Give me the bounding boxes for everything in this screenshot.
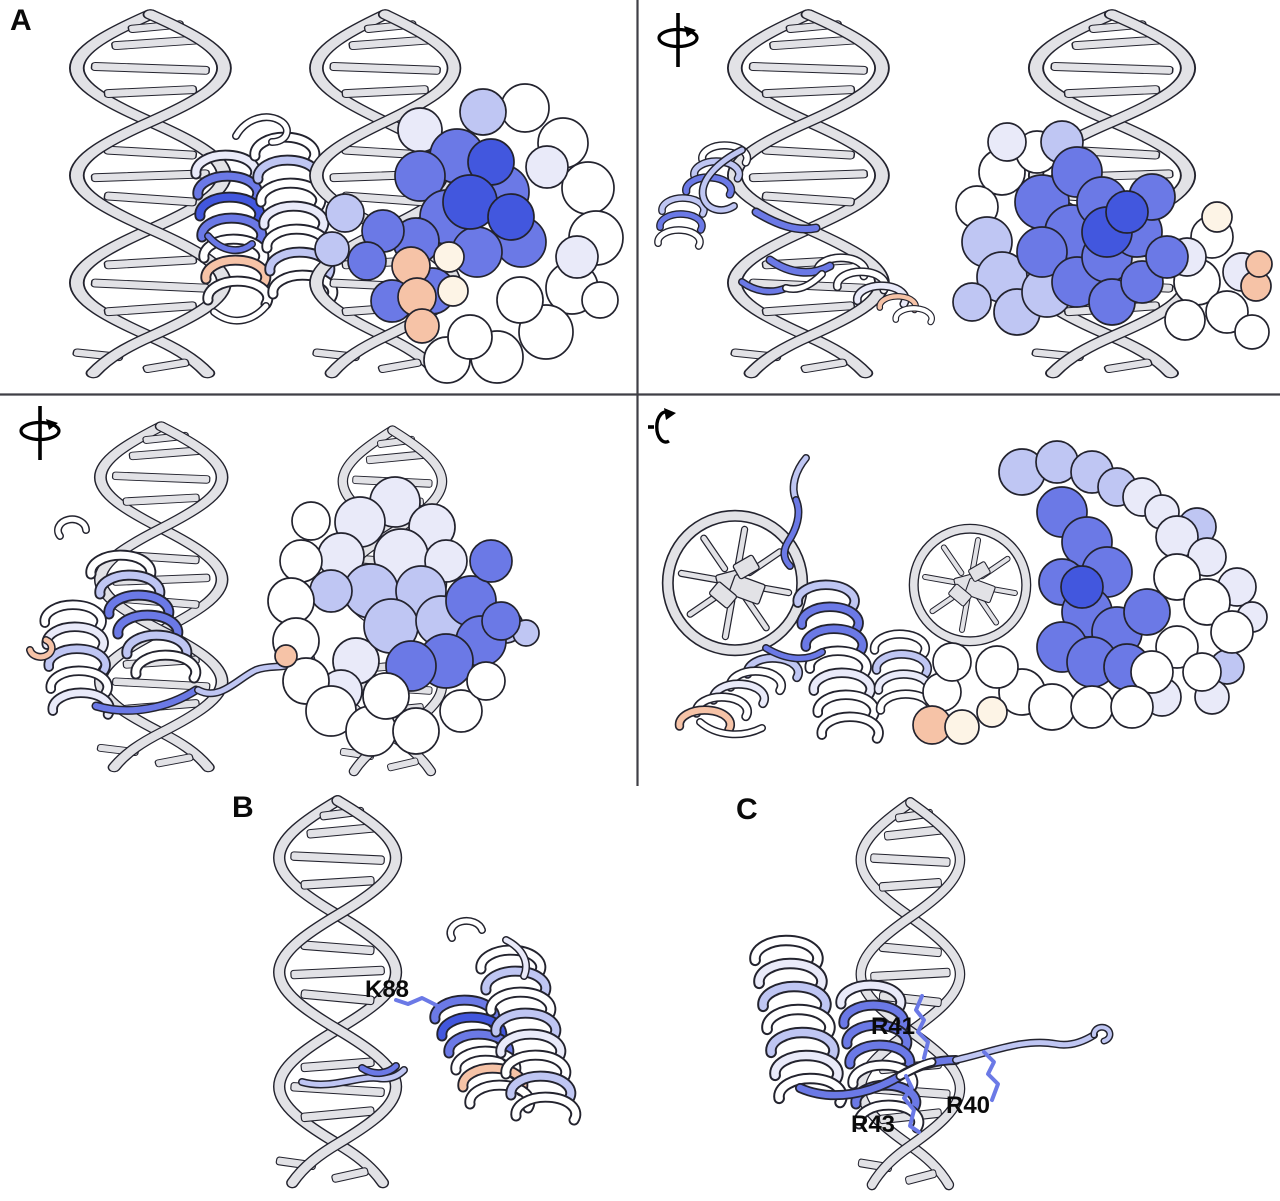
panel-a-view3 <box>26 426 540 771</box>
surface-blob <box>581 281 619 319</box>
residue-label-r41: R41 <box>871 1013 915 1040</box>
rotate-horizontal-axis-icon <box>648 408 676 444</box>
protein-surface <box>912 440 1268 745</box>
surface-blob <box>459 88 507 136</box>
panel-b-label: B <box>232 791 254 824</box>
surface-blob <box>976 696 1008 728</box>
surface-blob <box>481 601 521 641</box>
protein-ribbon <box>658 145 932 322</box>
panel-a-view4 <box>668 440 1268 745</box>
surface-blob <box>1016 226 1068 278</box>
surface-blob <box>525 145 569 189</box>
protein-surface <box>267 476 540 757</box>
surface-blob <box>1105 190 1149 234</box>
panel-b <box>276 801 576 1183</box>
surface-blob <box>1182 652 1222 692</box>
surface-blob <box>347 241 387 281</box>
residue-label-r43: R43 <box>851 1111 895 1138</box>
surface-blob <box>447 314 493 360</box>
protein-ribbon <box>298 916 576 1120</box>
dna-helix-end-view <box>914 529 1027 642</box>
rotate-vertical-axis-icon <box>19 406 61 460</box>
panel-a-view1 <box>73 14 624 384</box>
surface-blob <box>1234 314 1270 350</box>
surface-blob <box>555 235 599 279</box>
surface-blob <box>1130 650 1174 694</box>
surface-blob <box>500 83 550 133</box>
residue-label-r40: R40 <box>946 1092 990 1119</box>
surface-blob <box>1145 235 1189 279</box>
surface-blob <box>469 539 513 583</box>
surface-blob <box>466 661 506 701</box>
surface-blob <box>392 707 440 755</box>
surface-blob <box>1245 250 1273 278</box>
rotate-vertical-axis-icon <box>657 13 699 67</box>
residue-stick <box>394 996 440 1008</box>
surface-blob <box>1183 578 1231 626</box>
surface-blob <box>291 501 331 541</box>
residue-stick <box>902 1074 921 1134</box>
panel-a-label: A <box>10 4 32 37</box>
surface-blob <box>487 193 535 241</box>
surface-blob <box>1110 685 1154 729</box>
residue-stick <box>982 1050 1000 1102</box>
protein-surface <box>314 83 624 384</box>
surface-blob <box>1060 565 1104 609</box>
surface-blob <box>394 150 446 202</box>
surface-blob <box>944 709 980 745</box>
residue-stick <box>914 994 930 1060</box>
panel-c-label: C <box>736 793 758 826</box>
surface-blob <box>439 689 483 733</box>
surface-blob <box>1123 588 1171 636</box>
surface-blob <box>952 282 992 322</box>
surface-blob <box>433 241 465 273</box>
surface-blob <box>325 193 365 233</box>
surface-blob <box>279 539 323 583</box>
surface-blob <box>496 276 544 324</box>
surface-blob <box>1028 683 1076 731</box>
surface-blob <box>975 645 1019 689</box>
surface-blob <box>1210 610 1254 654</box>
surface-blob <box>561 161 615 215</box>
panel-a-view2 <box>658 14 1273 373</box>
surface-blob <box>437 275 469 307</box>
surface-blob <box>987 122 1027 162</box>
surface-blob <box>932 642 972 682</box>
protein-surface <box>952 120 1273 350</box>
surface-blob <box>362 672 410 720</box>
surface-blob <box>267 577 315 625</box>
dna-helix-end-view <box>668 516 802 650</box>
surface-blob <box>274 644 298 668</box>
protein-ribbon <box>679 454 931 739</box>
surface-blob <box>1070 685 1114 729</box>
surface-blob <box>314 231 350 267</box>
protein-ribbon <box>196 113 333 325</box>
protein-ribbon <box>755 941 1114 1134</box>
surface-blob <box>1201 201 1233 233</box>
surface-blob <box>1164 299 1206 341</box>
residue-label-k88: K88 <box>365 976 409 1003</box>
panel-c <box>755 803 1114 1185</box>
dna-helix <box>731 14 882 373</box>
surface-blob <box>404 308 440 344</box>
